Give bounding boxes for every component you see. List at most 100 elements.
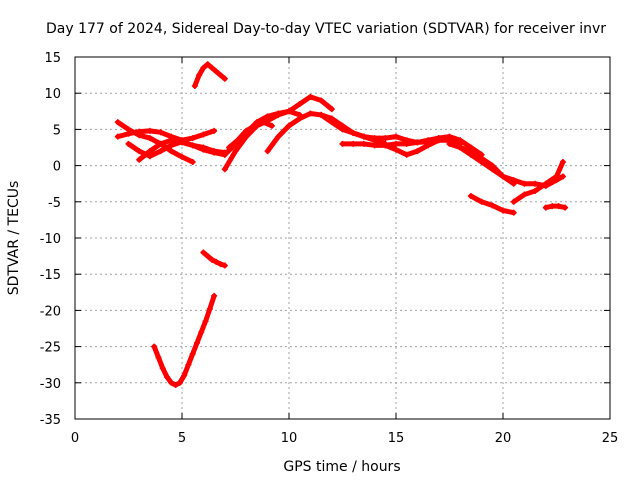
data-point xyxy=(549,203,556,210)
x-tick-label: 15 xyxy=(388,431,405,446)
data-point xyxy=(179,139,185,146)
data-point xyxy=(189,158,196,165)
series-trace xyxy=(115,119,196,165)
data-point xyxy=(510,209,517,216)
data-point xyxy=(217,261,224,268)
data-point xyxy=(211,127,218,134)
data-point xyxy=(268,122,275,129)
data-point xyxy=(542,180,549,187)
data-point xyxy=(221,166,228,173)
y-tick-label: -10 xyxy=(40,232,61,247)
series-arc-18 xyxy=(542,203,569,211)
data-point xyxy=(251,122,258,129)
data-point xyxy=(307,110,314,117)
data-point xyxy=(204,61,211,68)
series-arc-10 xyxy=(226,119,275,151)
data-point xyxy=(226,144,233,151)
data-point xyxy=(467,151,474,158)
data-point xyxy=(213,258,220,265)
data-point xyxy=(232,148,239,155)
data-point xyxy=(296,101,303,108)
data-point xyxy=(393,146,399,153)
data-point xyxy=(193,339,200,346)
data-point xyxy=(500,173,506,180)
y-tick-label: 10 xyxy=(44,87,61,102)
data-point xyxy=(555,203,562,210)
series-arc-17 xyxy=(510,158,566,205)
y-tick-label: 15 xyxy=(44,51,61,66)
data-point xyxy=(136,128,143,135)
data-point xyxy=(542,204,549,211)
data-point xyxy=(286,122,292,129)
data-point xyxy=(185,361,192,368)
data-point xyxy=(211,292,218,299)
data-point xyxy=(168,137,175,144)
y-tick-label: -20 xyxy=(40,304,61,319)
data-point xyxy=(260,119,267,126)
series-trace xyxy=(318,112,485,158)
data-point xyxy=(200,144,207,151)
data-point xyxy=(157,148,164,155)
data-point xyxy=(181,372,188,379)
data-point xyxy=(532,187,539,194)
data-point xyxy=(425,142,432,149)
data-point xyxy=(350,130,357,137)
data-point xyxy=(457,144,464,151)
data-point xyxy=(559,173,566,180)
data-point xyxy=(211,148,218,155)
data-point xyxy=(234,137,241,144)
data-point xyxy=(553,173,560,180)
data-point xyxy=(136,156,143,163)
data-point xyxy=(125,130,132,137)
data-point xyxy=(393,133,399,140)
data-point xyxy=(360,133,367,140)
data-point xyxy=(146,148,153,155)
data-point xyxy=(114,133,121,140)
data-point xyxy=(221,262,228,269)
data-point xyxy=(446,140,453,147)
data-point xyxy=(189,350,196,357)
data-point xyxy=(164,374,171,381)
y-tick-label: -35 xyxy=(40,413,61,428)
data-point xyxy=(196,72,203,79)
y-tick-label: 5 xyxy=(53,123,61,138)
y-axis-label: SDTVAR / TECUs xyxy=(6,181,22,296)
data-point xyxy=(200,249,207,256)
data-point xyxy=(562,204,569,211)
data-point xyxy=(500,207,506,214)
data-point xyxy=(208,64,215,71)
data-point xyxy=(264,148,271,155)
data-point xyxy=(157,140,164,147)
data-point xyxy=(510,198,517,205)
data-point xyxy=(159,365,166,372)
data-point xyxy=(307,93,314,100)
series-arc-7 xyxy=(151,292,218,388)
data-point xyxy=(202,318,209,325)
data-point xyxy=(198,329,205,336)
data-point xyxy=(191,82,198,89)
data-point xyxy=(318,111,325,118)
data-point xyxy=(467,193,474,200)
data-point xyxy=(136,148,143,155)
data-point xyxy=(208,256,215,263)
x-tick-label: 20 xyxy=(495,431,512,446)
y-tick-label: -15 xyxy=(40,268,61,283)
data-point xyxy=(200,64,207,71)
data-point xyxy=(414,148,421,155)
data-point xyxy=(206,305,213,312)
data-point xyxy=(296,115,303,122)
data-point xyxy=(155,354,162,361)
data-point xyxy=(371,142,378,149)
data-point xyxy=(157,129,164,136)
data-point xyxy=(489,166,496,173)
data-point xyxy=(328,106,335,113)
data-point xyxy=(414,139,421,146)
data-point xyxy=(425,137,432,144)
data-point xyxy=(221,75,228,82)
data-point xyxy=(189,135,196,142)
data-point xyxy=(318,97,325,104)
data-point xyxy=(179,153,185,160)
data-point xyxy=(328,119,335,126)
grid-layer xyxy=(75,57,610,419)
